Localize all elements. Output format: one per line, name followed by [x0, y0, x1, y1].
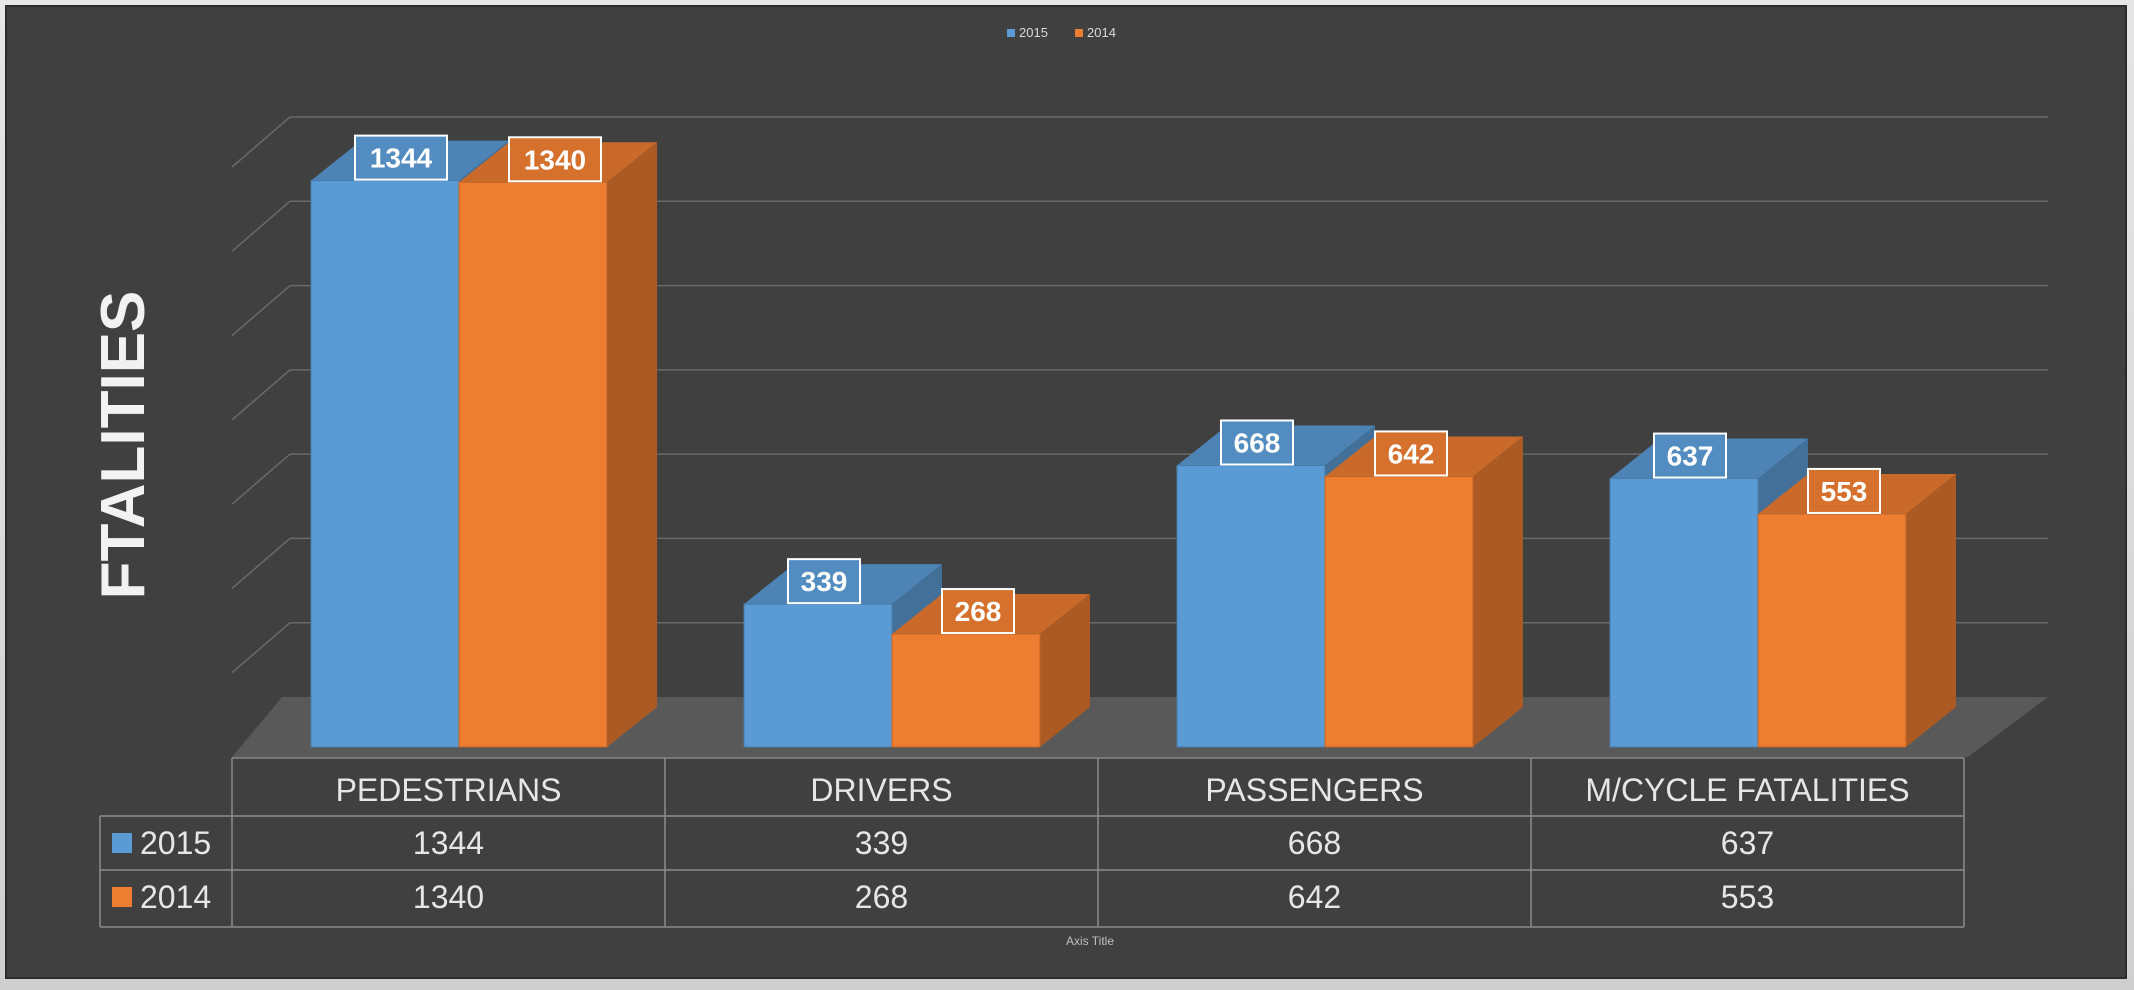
side-wall-line — [231, 285, 291, 337]
legend-swatch-2014 — [1075, 29, 1083, 37]
x-axis-title: Axis Title — [1066, 934, 1114, 948]
data-label-2014-3: 553 — [1807, 467, 1881, 514]
bar-2014-2 — [1324, 436, 1523, 748]
data-label-text: 1340 — [524, 144, 586, 175]
category-label: M/CYCLE FATALITIES — [1585, 772, 1909, 808]
legend: 2015 2014 — [1007, 25, 1116, 40]
bar-side — [607, 142, 657, 748]
legend-swatch-2015 — [1007, 29, 1015, 37]
data-label-text: 1344 — [370, 143, 433, 174]
table-value: 553 — [1721, 879, 1774, 915]
bar-front — [458, 181, 608, 748]
table-value: 668 — [1288, 825, 1341, 861]
side-wall-line — [231, 537, 291, 589]
bar-front — [1324, 475, 1474, 748]
data-label-box — [787, 558, 861, 605]
bar-front — [891, 633, 1041, 748]
data-label-box — [941, 588, 1015, 635]
side-wall-line — [231, 369, 291, 421]
bar-side — [1473, 436, 1523, 747]
table-value: 642 — [1288, 879, 1341, 915]
table-series-name: 2015 — [140, 825, 211, 861]
bar-front — [1609, 478, 1759, 748]
data-label-text: 553 — [1821, 476, 1868, 507]
table-value: 1340 — [413, 879, 484, 915]
category-label: PASSENGERS — [1205, 772, 1423, 808]
table-legend-key — [112, 833, 132, 853]
data-label-2014-2: 642 — [1374, 430, 1448, 477]
side-wall-line — [231, 116, 291, 168]
data-label-2014-1: 268 — [941, 588, 1015, 635]
data-label-2014-0: 1340 — [508, 136, 602, 183]
bar-2014-0 — [458, 142, 657, 748]
bar-side — [1906, 473, 1956, 747]
table-value: 637 — [1721, 825, 1774, 861]
data-label-text: 637 — [1667, 441, 1714, 472]
side-wall-line — [231, 200, 291, 252]
table-series-name: 2014 — [140, 879, 211, 915]
data-labels: 1344 1340 339 268 668 642 637 553 — [354, 134, 1881, 635]
data-label-2015-1: 339 — [787, 558, 861, 605]
data-label-box — [1807, 467, 1881, 514]
table-value: 1344 — [413, 825, 484, 861]
data-label-2015-3: 637 — [1653, 432, 1727, 479]
table-value: 268 — [855, 879, 908, 915]
category-label: PEDESTRIANS — [336, 772, 562, 808]
chart-floor — [232, 697, 2048, 757]
data-label-box — [1374, 430, 1448, 477]
data-label-2015-2: 668 — [1220, 419, 1294, 466]
bar-front — [743, 603, 893, 748]
data-label-box — [1653, 432, 1727, 479]
data-label-box — [354, 134, 448, 181]
data-label-box — [508, 136, 602, 183]
data-label-text: 668 — [1234, 427, 1281, 458]
bar-2014-3 — [1757, 473, 1956, 748]
data-label-text: 642 — [1388, 438, 1435, 469]
bar-front — [1757, 513, 1907, 748]
side-wall-line — [231, 453, 291, 505]
data-label-2015-0: 1344 — [354, 134, 448, 181]
bar-side — [1040, 594, 1090, 747]
legend-label-2014: 2014 — [1087, 25, 1116, 40]
data-label-box — [1220, 419, 1294, 466]
data-label-text: 268 — [955, 596, 1002, 627]
bar-front — [1176, 464, 1326, 748]
floor-top — [232, 697, 2048, 757]
data-table: PEDESTRIANS DRIVERS PASSENGERS M/CYCLE FATA… — [99, 757, 1965, 928]
data-label-text: 339 — [801, 566, 848, 597]
side-wall-line — [231, 622, 291, 674]
table-legend-key — [112, 887, 132, 907]
category-label: DRIVERS — [810, 772, 952, 808]
legend-item-2015: 2015 — [1007, 25, 1048, 40]
y-axis-title: FTALITIES — [89, 291, 158, 600]
bar-front — [310, 180, 460, 748]
table-value: 339 — [855, 825, 908, 861]
legend-item-2014: 2014 — [1075, 25, 1116, 40]
legend-label-2015: 2015 — [1019, 25, 1048, 40]
